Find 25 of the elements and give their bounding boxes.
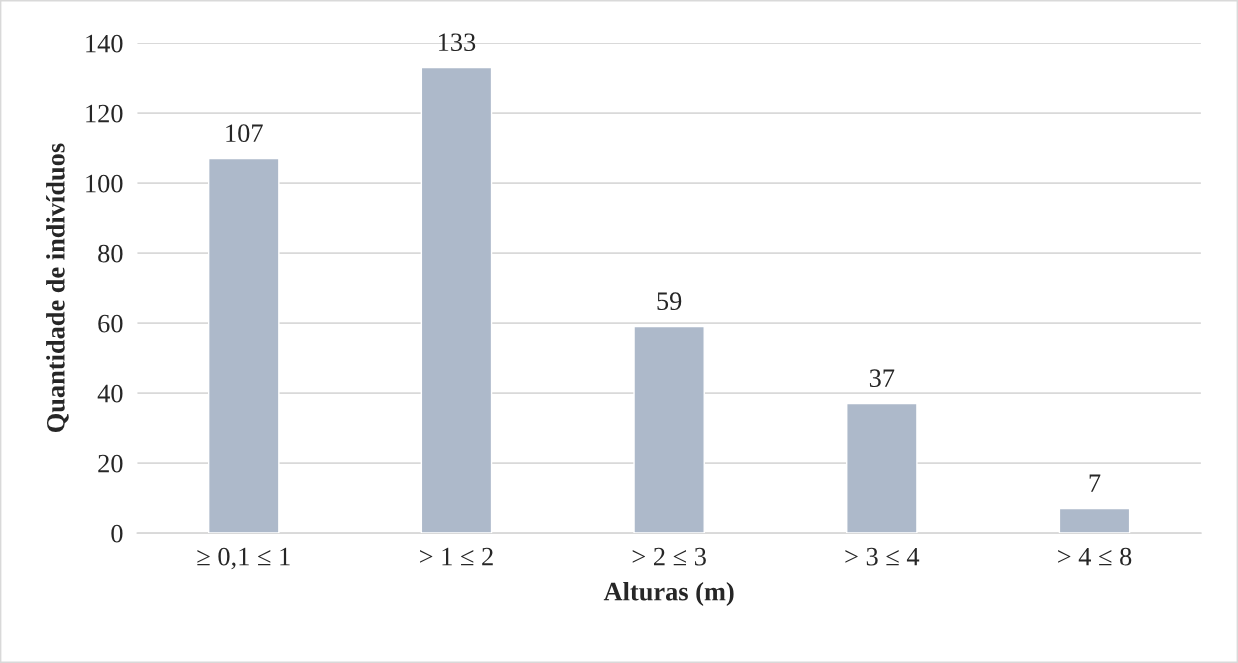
x-axis-title: Alturas (m) [603, 581, 734, 606]
bar [846, 402, 918, 534]
y-tick-label: 20 [98, 454, 123, 473]
y-tick-label: 0 [111, 524, 123, 543]
data-label: 107 [226, 124, 263, 143]
bar [1058, 507, 1131, 534]
bar [633, 325, 705, 534]
data-label: 133 [438, 33, 476, 52]
y-tick-label: 60 [98, 314, 123, 333]
bar [420, 66, 493, 534]
y-tick-label: 100 [86, 174, 123, 193]
x-tick-label: > 3 ≤ 4 [845, 547, 920, 566]
y-tick-label: 40 [97, 384, 123, 403]
y-tick-label: 140 [86, 34, 123, 53]
x-tick-label: > 1 ≤ 2 [420, 547, 493, 566]
data-label: 7 [1089, 474, 1101, 492]
data-label: 59 [657, 292, 682, 311]
bar [207, 157, 280, 534]
y-tick-label: 80 [98, 244, 123, 263]
y-tick-label: 120 [86, 104, 123, 123]
x-tick-label: ≥ 0,1 ≤ 1 [197, 547, 290, 570]
x-tick-label: > 2 ≤ 3 [632, 547, 706, 566]
data-label: 37 [869, 369, 895, 388]
y-axis-title: Quantidade de indivíduos [46, 143, 69, 432]
x-tick-label: > 4 ≤ 8 [1058, 547, 1132, 566]
